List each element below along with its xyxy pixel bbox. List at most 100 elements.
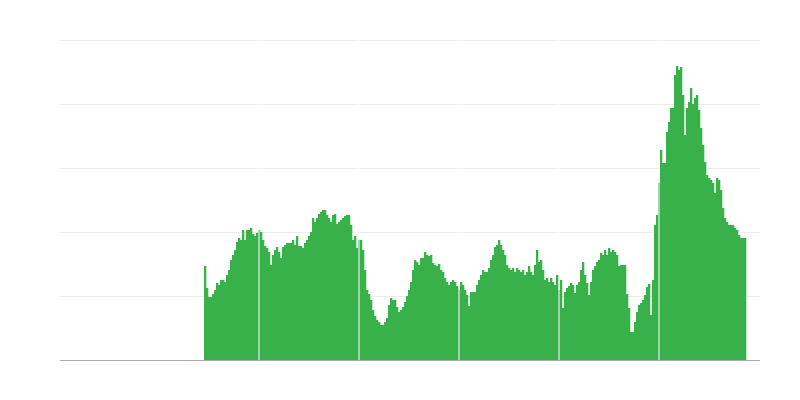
bar — [286, 243, 289, 360]
bar — [690, 88, 693, 360]
bar — [588, 295, 591, 360]
bar — [664, 163, 667, 360]
bar — [406, 296, 409, 360]
bar — [674, 75, 677, 360]
bar — [314, 222, 317, 360]
bar — [698, 110, 701, 360]
bar — [480, 275, 483, 360]
bar — [622, 265, 625, 360]
bar — [234, 250, 237, 360]
bar — [542, 270, 545, 360]
bar — [636, 312, 639, 360]
bar — [448, 285, 451, 360]
bar — [716, 178, 719, 360]
bar — [394, 300, 397, 360]
bar — [380, 325, 383, 360]
bar — [562, 308, 565, 360]
bar — [708, 178, 711, 360]
bar — [680, 67, 683, 360]
bar — [472, 292, 475, 360]
bar — [568, 286, 571, 360]
bar — [496, 245, 499, 360]
bar — [238, 238, 241, 360]
bar — [578, 282, 581, 360]
bar — [250, 228, 253, 360]
bar — [338, 222, 341, 360]
bar — [402, 307, 405, 360]
bar — [612, 250, 615, 360]
bar — [520, 272, 523, 360]
bar — [312, 218, 315, 360]
bar — [396, 307, 399, 360]
bar — [252, 234, 255, 360]
bar — [280, 258, 283, 360]
bar — [630, 332, 633, 360]
bar — [556, 275, 559, 360]
bar — [582, 262, 585, 360]
bar — [618, 266, 621, 360]
bar — [330, 222, 333, 360]
bar — [646, 287, 649, 360]
bar — [438, 264, 441, 360]
bar — [522, 270, 525, 360]
bar — [626, 294, 629, 360]
bar — [208, 297, 211, 360]
bar — [254, 236, 257, 360]
bar — [616, 255, 619, 360]
bar — [730, 225, 733, 360]
separators — [258, 40, 660, 360]
bar — [408, 290, 411, 360]
bar — [228, 270, 231, 360]
bar — [418, 265, 421, 360]
bar — [348, 215, 351, 360]
bar — [488, 268, 491, 360]
bar — [326, 215, 329, 360]
bar — [574, 293, 577, 360]
bar — [592, 270, 595, 360]
bar — [584, 275, 587, 360]
bars — [204, 66, 747, 360]
bar — [296, 236, 299, 360]
bar — [742, 238, 745, 360]
bar — [224, 282, 227, 360]
bar — [436, 266, 439, 360]
bar — [300, 246, 303, 360]
bar — [516, 268, 519, 360]
bar — [550, 278, 553, 360]
bar — [642, 300, 645, 360]
bar — [678, 70, 681, 360]
bar — [644, 295, 647, 360]
bar — [232, 255, 235, 360]
bar — [732, 225, 735, 360]
bar — [404, 302, 407, 360]
bar — [510, 270, 513, 360]
bar — [548, 282, 551, 360]
bar — [546, 278, 549, 360]
bar — [740, 238, 743, 360]
bar — [270, 265, 273, 360]
bar — [272, 255, 275, 360]
bar — [576, 285, 579, 360]
bar — [702, 145, 705, 360]
bar — [734, 228, 737, 360]
bar — [248, 230, 251, 360]
bar — [336, 224, 339, 360]
bar — [212, 294, 215, 360]
bar — [322, 210, 325, 360]
bar — [264, 246, 267, 360]
bar — [656, 215, 659, 360]
bar — [544, 280, 547, 360]
bar — [444, 278, 447, 360]
bar — [528, 266, 531, 360]
bar — [240, 240, 243, 360]
bar — [332, 215, 335, 360]
bar — [490, 260, 493, 360]
bar — [218, 285, 221, 360]
bar — [340, 220, 343, 360]
bar — [660, 150, 663, 360]
bar — [364, 270, 367, 360]
bar — [456, 286, 459, 360]
bar — [512, 268, 515, 360]
bar — [620, 265, 623, 360]
